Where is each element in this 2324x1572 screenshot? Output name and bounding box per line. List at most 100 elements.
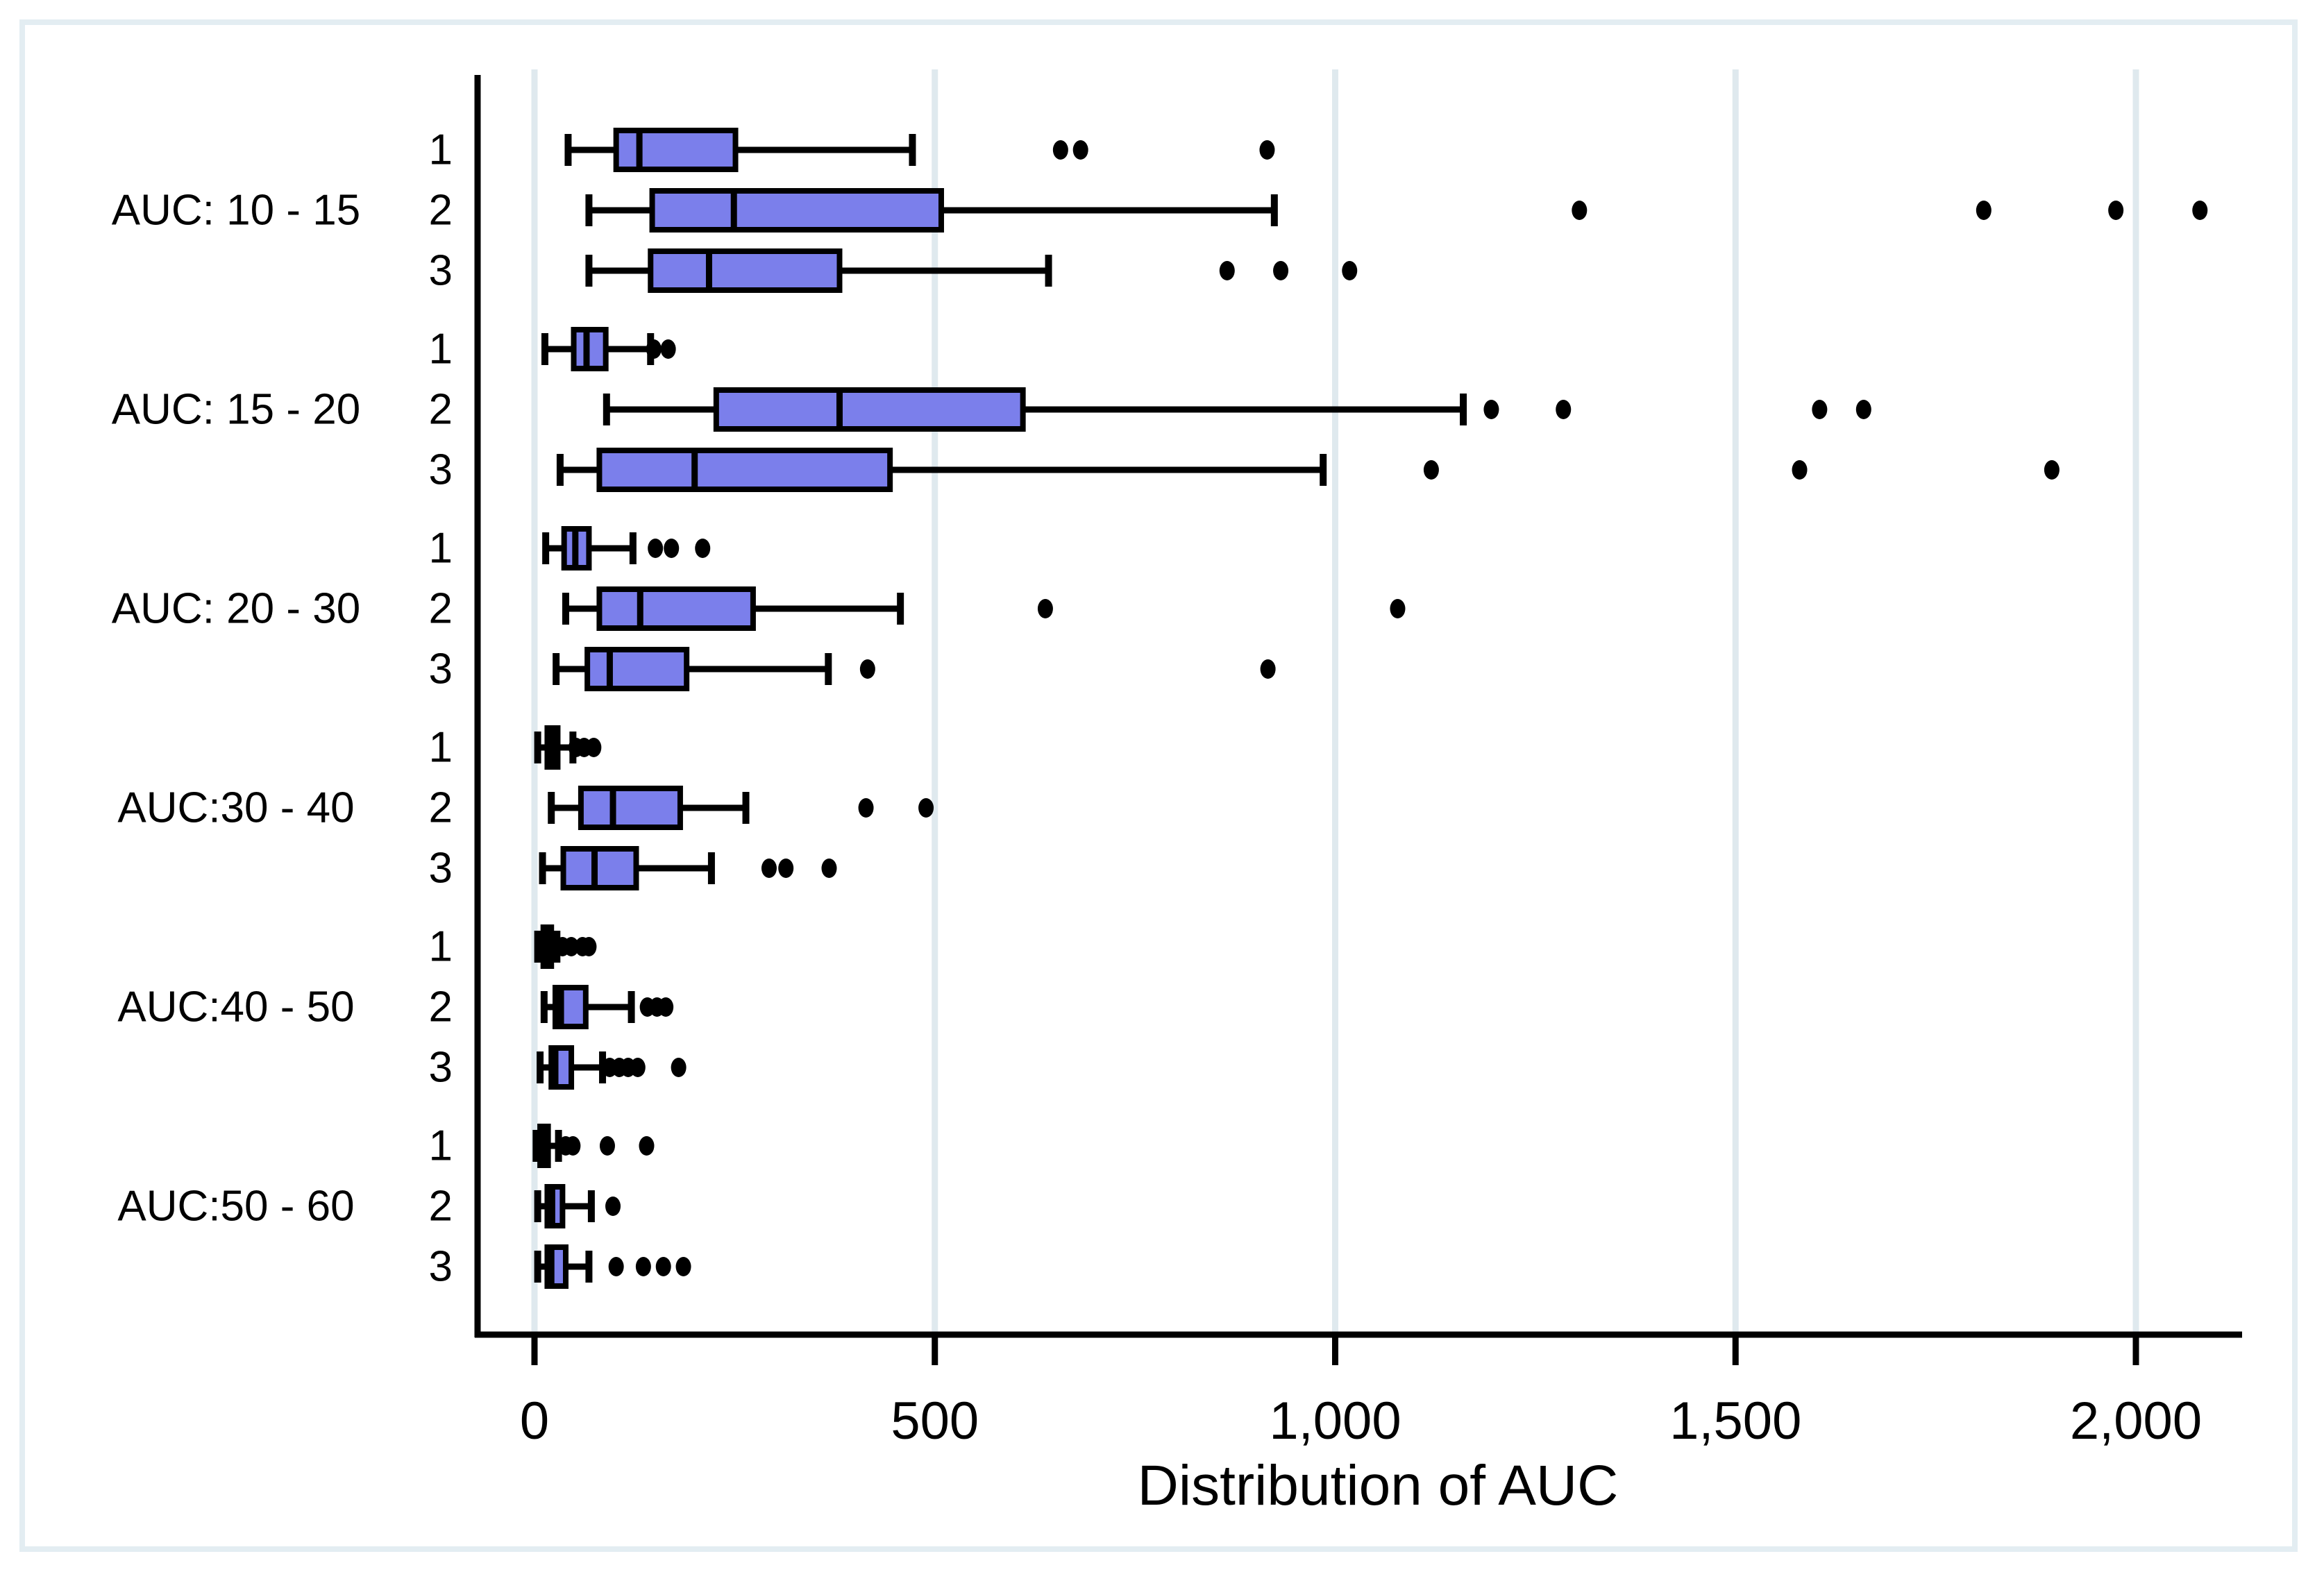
x-tick-label: 500	[891, 1392, 979, 1451]
outlier-dot	[1037, 599, 1053, 618]
axes	[474, 75, 2242, 1338]
iqr-box	[584, 647, 690, 691]
outlier-dot	[1556, 400, 1572, 419]
x-tick-label: 2,000	[2070, 1392, 2202, 1451]
x-tick-label: 0	[520, 1392, 549, 1451]
row-label: 1	[429, 1122, 453, 1170]
outlier-dot	[671, 1058, 687, 1077]
outlier-dot	[1483, 400, 1499, 419]
outlier-dot	[1423, 460, 1439, 480]
outlier-dot	[1976, 201, 1992, 220]
group-label: AUC:30 - 40	[117, 784, 354, 832]
x-tick-marks	[531, 1337, 2139, 1365]
x-tick-labels: 0 500 1,000 1,500 2,000	[520, 1392, 2202, 1451]
figure-frame	[19, 19, 2298, 1552]
outlier-dot	[599, 1136, 615, 1156]
boxplot--30-40-rep1	[534, 725, 602, 770]
iqr-box	[596, 586, 756, 631]
outlier-dot	[1219, 261, 1235, 280]
outlier-dot	[1260, 659, 1276, 679]
group-label: AUC: 10 - 15	[112, 187, 360, 235]
boxplot--20-30-rep3	[553, 647, 1276, 691]
row-label: 1	[429, 126, 453, 174]
row-label: 1	[429, 724, 453, 772]
outlier-dot	[639, 1136, 655, 1156]
boxplot--40-50-rep1	[534, 924, 597, 969]
boxplot--15-20-rep2	[603, 387, 1871, 432]
iqr-box	[596, 448, 893, 492]
outlier-dot	[630, 1058, 646, 1077]
box-series	[532, 128, 2208, 1289]
iqr-box	[648, 248, 843, 293]
row-label: 1	[429, 923, 453, 971]
iqr-box	[613, 128, 739, 172]
outlier-dot	[1052, 140, 1068, 160]
outlier-dot	[1792, 460, 1808, 480]
outlier-dot	[581, 937, 597, 956]
row-label: 3	[429, 1044, 453, 1092]
row-label: 3	[429, 1243, 453, 1291]
boxplot--10-15-rep3	[585, 248, 1358, 293]
boxplot--15-20-rep1	[541, 327, 676, 371]
group-label: AUC: 20 - 30	[112, 585, 360, 633]
boxplot--20-30-rep1	[542, 526, 711, 571]
outlier-dot	[565, 1136, 581, 1156]
gridlines	[531, 69, 2139, 1332]
outlier-dot	[605, 1197, 621, 1216]
row-label: 2	[429, 1183, 453, 1231]
boxplot--10-15-rep2	[585, 188, 2208, 233]
x-tick-label: 1,500	[1669, 1392, 1801, 1451]
x-tick-label: 1,000	[1269, 1392, 1401, 1451]
outlier-dot	[664, 539, 680, 558]
row-label: 2	[429, 784, 453, 832]
outlier-dot	[658, 997, 674, 1017]
row-label: 3	[429, 446, 453, 494]
iqr-box	[560, 846, 639, 890]
outlier-dot	[2044, 460, 2060, 480]
outlier-dot	[646, 339, 662, 359]
boxplot--30-40-rep3	[539, 846, 837, 890]
boxplot--40-50-rep3	[537, 1045, 687, 1090]
boxplot--10-15-rep1	[564, 128, 1275, 172]
outlier-dot	[1812, 400, 1828, 419]
iqr-box	[578, 786, 683, 830]
row-label: 2	[429, 386, 453, 434]
row-label: 2	[429, 983, 453, 1031]
outlier-dot	[761, 859, 777, 878]
outlier-dot	[660, 339, 676, 359]
outlier-dot	[859, 659, 875, 679]
row-label: 1	[429, 326, 453, 373]
iqr-box	[649, 188, 944, 233]
outlier-dot	[821, 859, 837, 878]
group-label: AUC:40 - 50	[117, 983, 354, 1031]
boxplot--50-60-rep1	[532, 1124, 655, 1168]
row-label: 2	[429, 585, 453, 633]
x-axis-title: Distribution of AUC	[1138, 1454, 1619, 1517]
boxplot--50-60-rep3	[534, 1244, 691, 1289]
outlier-dot	[1342, 261, 1358, 280]
outlier-dot	[918, 798, 934, 818]
outlier-dot	[778, 859, 794, 878]
outlier-dot	[1259, 140, 1275, 160]
iqr-box	[713, 387, 1026, 432]
boxplot--50-60-rep2	[534, 1184, 621, 1228]
outlier-dot	[608, 1257, 624, 1276]
row-label: 2	[429, 187, 453, 235]
row-label: 1	[429, 525, 453, 573]
group-label: AUC:50 - 60	[117, 1183, 354, 1231]
outlier-dot	[564, 937, 580, 956]
row-labels: 1 2 3 1 2 3 1 2 3 1 2 3 1 2 3 1 2 3	[429, 126, 453, 1291]
outlier-dot	[675, 1257, 691, 1276]
outlier-dot	[648, 539, 664, 558]
outlier-dot	[858, 798, 874, 818]
outlier-dot	[2192, 201, 2208, 220]
outlier-dot	[586, 738, 602, 757]
outlier-dot	[1072, 140, 1088, 160]
outlier-dot	[695, 539, 711, 558]
outlier-dot	[2108, 201, 2124, 220]
group-labels: AUC: 10 - 15 AUC: 15 - 20 AUC: 20 - 30 AUC:…	[112, 187, 360, 1231]
row-label: 3	[429, 845, 453, 893]
boxplot--20-30-rep2	[562, 586, 1406, 631]
